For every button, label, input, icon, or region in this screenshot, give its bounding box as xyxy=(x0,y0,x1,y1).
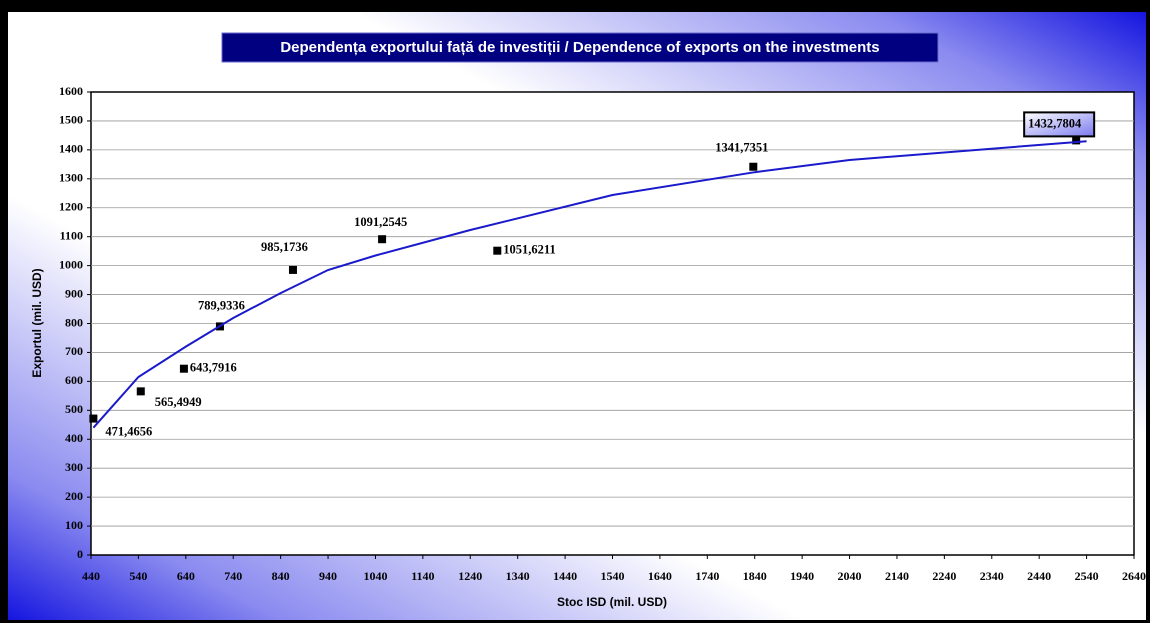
y-tick-label: 100 xyxy=(65,518,83,532)
x-tick-label: 1040 xyxy=(363,569,387,583)
data-label: 1051,6211 xyxy=(503,243,555,257)
y-tick-label: 200 xyxy=(65,489,83,503)
x-tick-label: 1940 xyxy=(790,569,814,583)
y-tick-label: 0 xyxy=(77,547,83,561)
x-tick-label: 840 xyxy=(272,569,290,583)
x-axis-label: Stoc ISD (mil. USD) xyxy=(557,595,667,609)
x-tick-label: 2440 xyxy=(1027,569,1051,583)
x-tick-label: 1140 xyxy=(411,569,434,583)
x-tick-label: 1840 xyxy=(743,569,767,583)
data-label: 985,1736 xyxy=(261,240,308,254)
x-tick-label: 2340 xyxy=(980,569,1004,583)
y-tick-label: 900 xyxy=(65,286,83,300)
x-tick-label: 1740 xyxy=(695,569,719,583)
data-label: 1432,7804 xyxy=(1028,116,1082,130)
x-tick-label: 1340 xyxy=(506,569,530,583)
y-tick-label: 800 xyxy=(65,315,83,329)
point xyxy=(1072,136,1081,145)
x-tick-label: 940 xyxy=(319,569,337,583)
x-tick-label: 440 xyxy=(82,569,100,583)
y-tick-label: 1500 xyxy=(59,113,83,127)
x-tick-label: 2140 xyxy=(885,569,909,583)
trend-line xyxy=(92,140,1087,429)
y-tick-label: 1100 xyxy=(60,228,83,242)
x-tick-label: 1540 xyxy=(601,569,625,583)
data-label: 471,4656 xyxy=(105,424,152,438)
y-tick-label: 600 xyxy=(65,373,83,387)
y-tick-label: 1000 xyxy=(59,257,83,271)
data-label: 1091,2545 xyxy=(354,215,407,229)
y-tick-label: 400 xyxy=(65,431,83,445)
point xyxy=(136,387,145,396)
x-tick-label: 1240 xyxy=(458,569,482,583)
y-tick-label: 700 xyxy=(65,344,83,358)
data-label: 565,4949 xyxy=(155,395,202,409)
x-tick-label: 640 xyxy=(177,569,195,583)
x-tick-label: 2240 xyxy=(932,569,956,583)
x-tick-label: 1440 xyxy=(553,569,577,583)
point xyxy=(89,414,98,423)
x-tick-label: 540 xyxy=(129,569,147,583)
y-tick-label: 1300 xyxy=(59,171,83,185)
y-tick-label: 1400 xyxy=(59,142,83,156)
chart-title: Dependența exportului față de investiții… xyxy=(280,39,879,56)
y-tick-label: 300 xyxy=(65,460,83,474)
title-box xyxy=(221,32,939,63)
point xyxy=(378,235,387,244)
point xyxy=(179,364,188,373)
point xyxy=(288,265,297,274)
data-label: 1341,7351 xyxy=(715,141,768,155)
y-axis-label: Exportul (mil. USD) xyxy=(30,268,44,377)
x-tick-label: 2640 xyxy=(1122,569,1146,583)
y-tick-label: 1600 xyxy=(59,84,83,98)
y-tick-label: 500 xyxy=(65,402,83,416)
point xyxy=(493,246,502,255)
data-label: 643,7916 xyxy=(190,361,237,375)
point xyxy=(749,162,758,171)
x-tick-label: 1640 xyxy=(648,569,672,583)
data-label: 789,9336 xyxy=(198,298,245,312)
x-tick-label: 740 xyxy=(224,569,242,583)
label-box xyxy=(1023,111,1096,138)
x-tick-label: 2040 xyxy=(838,569,862,583)
y-tick-label: 1200 xyxy=(59,200,83,214)
x-tick-label: 2540 xyxy=(1075,569,1099,583)
